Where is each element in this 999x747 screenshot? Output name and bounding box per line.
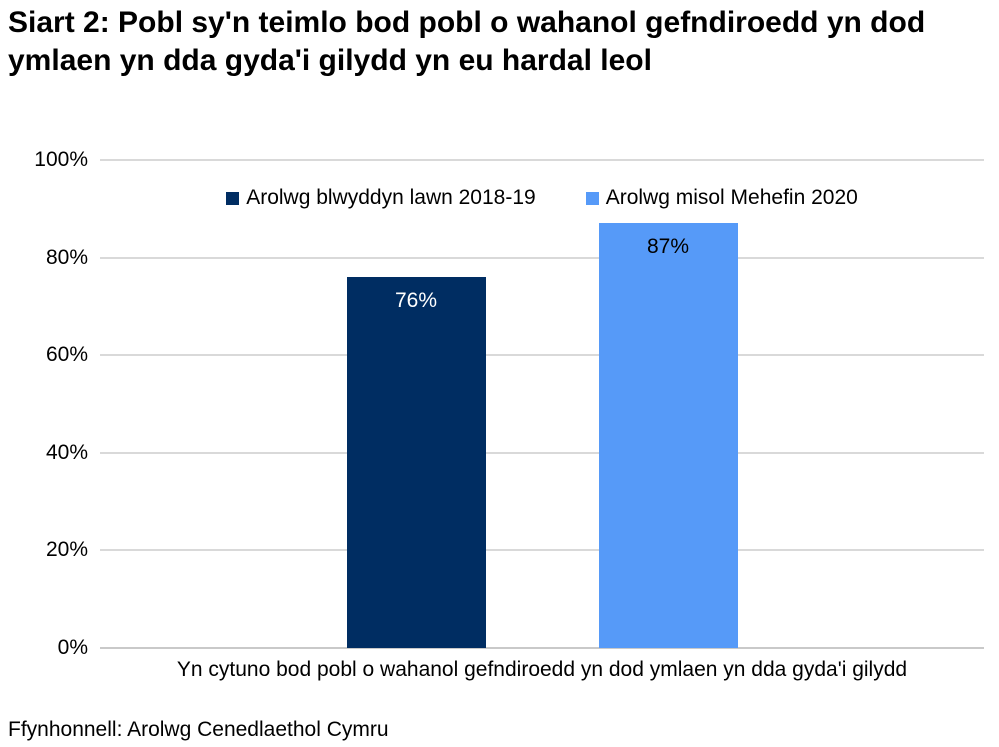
legend-label: Arolwg misol Mehefin 2020 (605, 186, 858, 209)
bar-series-0: 76% (346, 277, 486, 648)
legend-item-mehefin-2020: Arolwg misol Mehefin 2020 (585, 186, 858, 210)
legend-label: Arolwg blwyddyn lawn 2018-19 (246, 186, 536, 209)
y-axis-tick-label: 0% (57, 636, 88, 659)
plot-area: 0% 20% 40% 60% 80% 100% Arolwg blwyddyn lawn … (34, 148, 984, 681)
chart-title: Siart 2: Pobl sy'n teimlo bod pobl o wah… (8, 6, 926, 77)
x-axis-line (100, 647, 984, 649)
y-axis-tick-label: 20% (45, 538, 88, 562)
legend: Arolwg blwyddyn lawn 2018-19 Arolwg miso… (100, 186, 984, 210)
gridline (100, 256, 984, 259)
bar-value-label: 76% (394, 289, 438, 313)
gridline (100, 354, 984, 357)
legend-swatch-light-blue (585, 191, 599, 205)
bars-container: 76% 87% (100, 160, 984, 648)
gridline (100, 451, 984, 454)
y-axis-tick-label: 100% (34, 148, 88, 171)
y-axis-tick-label: 40% (45, 440, 88, 464)
y-axis-tick-label: 80% (45, 245, 88, 269)
x-axis-category-label: Yn cytuno bod pobl o wahanol gefndiroedd… (176, 658, 908, 681)
gridline (100, 549, 984, 552)
bar-value-label: 87% (646, 235, 690, 259)
legend-item-2018-19: Arolwg blwyddyn lawn 2018-19 (226, 186, 536, 210)
gridline (100, 159, 984, 161)
y-axis-tick-label: 60% (45, 343, 88, 367)
legend-swatch-dark-blue (226, 191, 240, 205)
bar-series-1: 87% (598, 223, 738, 648)
source-caption: Ffynhonnell: Arolwg Cenedlaethol Cymru (8, 718, 389, 741)
